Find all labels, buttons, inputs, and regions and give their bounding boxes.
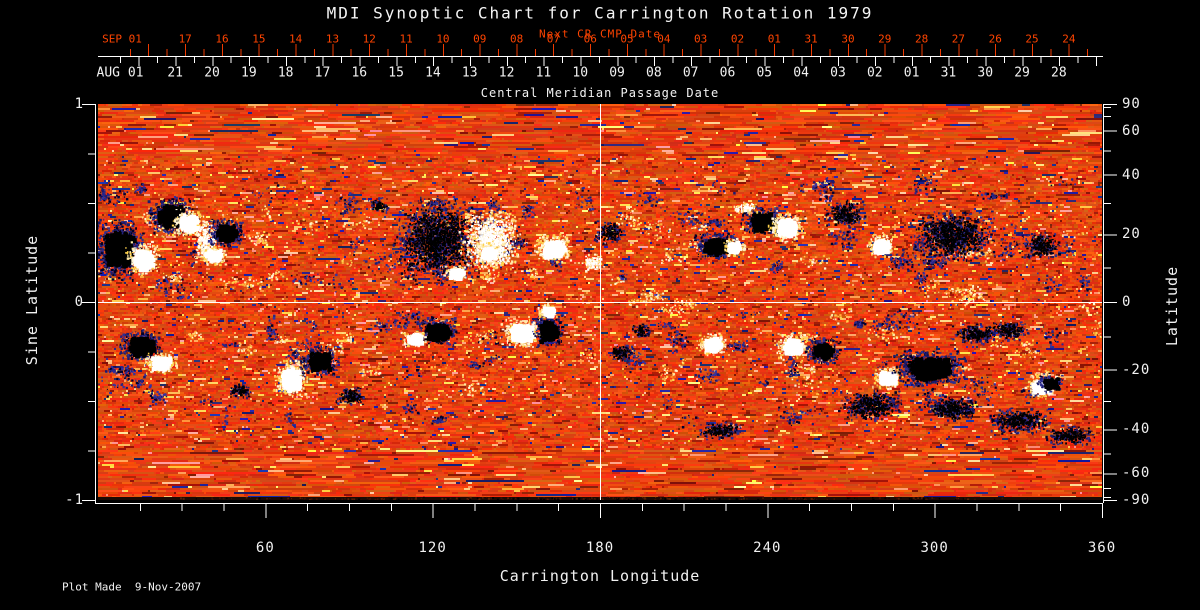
bottom-axis-title: Carrington Longitude (499, 567, 701, 585)
white-day-label: 01 (903, 65, 920, 81)
white-day-label: 04 (793, 65, 809, 81)
white-day-label: 28 (1051, 65, 1067, 81)
longitude-tick-label: 300 (920, 540, 949, 556)
red-day-label: 01 (767, 32, 781, 46)
red-day-label: 05 (620, 32, 634, 46)
white-day-label: 18 (277, 65, 294, 81)
cmp-date-subtitle: Central Meridian Passage Date (480, 86, 720, 100)
red-day-label: 02 (730, 32, 745, 46)
right-axis-title: Latitude (1163, 265, 1181, 347)
red-day-label: 06 (583, 32, 597, 46)
white-day-label: 06 (719, 65, 736, 81)
white-day-label: 11 (535, 65, 552, 81)
plot-made-timestamp: Plot Made 9-Nov-2007 (62, 580, 202, 594)
next-cr-cmp-date-title: Next CR CMP Date (539, 27, 661, 41)
red-day-label: 27 (951, 32, 966, 46)
red-day-label: 12 (362, 32, 376, 46)
red-day-label: 11 (399, 32, 413, 46)
white-day-label: 12 (498, 65, 515, 81)
white-day-label: 31 (940, 65, 957, 81)
white-day-label: 05 (756, 65, 773, 81)
longitude-tick-label: 360 (1087, 540, 1117, 556)
white-day-label: 15 (388, 65, 404, 81)
white-day-label: 20 (204, 65, 220, 81)
red-day-label: 10 (436, 32, 450, 46)
latitude-tick-label: 20 (1122, 226, 1141, 243)
longitude-tick-label: 240 (753, 540, 782, 556)
latitude-tick-label: 40 (1122, 166, 1141, 183)
white-day-label: 10 (572, 65, 589, 81)
red-day-label: 09 (473, 32, 487, 46)
red-day-label: 31 (804, 32, 818, 46)
white-day-label: 17 (314, 65, 331, 81)
white-day-label: 21 (167, 65, 184, 81)
latitude-tick-label: 60 (1122, 122, 1141, 139)
red-day-label: 28 (914, 32, 929, 46)
latitude-tick-label: 90 (1122, 96, 1141, 112)
longitude-tick-label: 60 (255, 540, 275, 556)
white-day-label: 19 (241, 65, 257, 81)
sine-latitude-tick-label: 0 (74, 294, 84, 310)
white-day-label: 03 (830, 65, 846, 81)
red-month-year-label: SEP 01 (102, 32, 142, 46)
longitude-tick-label: 120 (418, 540, 447, 556)
red-day-label: 03 (694, 32, 708, 46)
left-axis-title: Sine Latitude (23, 234, 41, 366)
red-day-label: 08 (509, 32, 524, 46)
latitude-tick-label: -90 (1122, 492, 1151, 508)
red-day-label: 30 (841, 32, 855, 46)
red-day-label: 07 (546, 32, 561, 46)
page-title: MDI Synoptic Chart for Carrington Rotati… (326, 3, 874, 23)
red-day-label: 25 (1025, 32, 1039, 46)
magnetogram-canvas (98, 104, 1102, 500)
red-day-label: 04 (657, 32, 671, 46)
sine-latitude-tick-label: 1 (74, 96, 84, 112)
latitude-tick-label: -40 (1122, 421, 1151, 438)
white-day-label: 30 (977, 65, 994, 81)
red-day-label: 17 (178, 32, 192, 46)
white-day-label: 16 (351, 65, 368, 81)
white-month-year-label: AUG 01 (96, 65, 144, 81)
red-day-label: 24 (1062, 32, 1076, 46)
white-day-label: 29 (1014, 65, 1030, 81)
red-day-label: 15 (252, 32, 266, 46)
red-day-label: 16 (215, 32, 229, 46)
longitude-tick-label: 180 (585, 540, 615, 556)
white-day-label: 02 (866, 65, 883, 81)
red-day-label: 13 (325, 32, 340, 46)
red-day-label: 29 (878, 32, 892, 46)
white-day-label: 09 (609, 65, 625, 81)
white-day-label: 13 (461, 65, 478, 81)
white-day-label: 08 (646, 65, 662, 81)
latitude-tick-label: -60 (1122, 465, 1151, 482)
red-day-label: 14 (289, 32, 303, 46)
sine-latitude-tick-label: -1 (65, 492, 84, 508)
latitude-tick-label: -20 (1122, 361, 1151, 378)
latitude-tick-label: 0 (1122, 294, 1132, 310)
red-day-label: 26 (988, 32, 1002, 46)
white-day-label: 14 (425, 65, 441, 81)
white-day-label: 07 (682, 65, 699, 81)
